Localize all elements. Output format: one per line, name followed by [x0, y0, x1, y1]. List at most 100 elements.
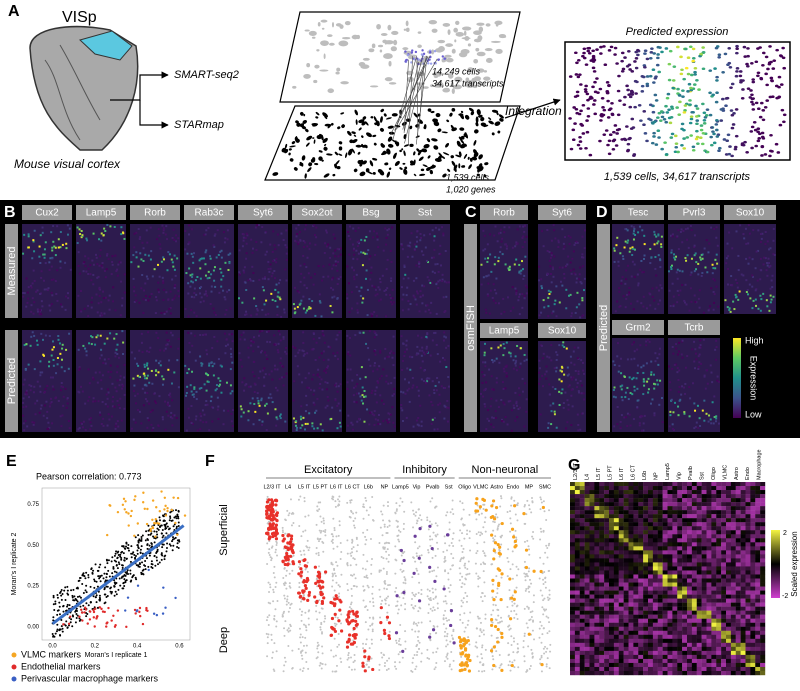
cell: [627, 265, 629, 267]
predicted-cell: [727, 153, 731, 156]
scatter-point: [107, 586, 109, 588]
cell: [698, 366, 700, 368]
cell: [702, 410, 704, 412]
predicted-cell: [638, 104, 642, 107]
cell-dot: [283, 611, 285, 613]
cell: [296, 233, 298, 235]
cell: [653, 412, 655, 414]
legend-label: Perivascular macrophage markers: [21, 673, 159, 683]
predicted-cell: [625, 125, 629, 128]
cell: [55, 280, 57, 282]
cell: [685, 284, 687, 286]
scatter-point: [98, 566, 100, 568]
cell: [386, 229, 388, 231]
cell: [95, 293, 97, 295]
cell: [669, 425, 671, 427]
cell: [217, 409, 219, 411]
scatter-point: [123, 552, 125, 554]
cell: [227, 269, 229, 271]
cell-dot: [282, 560, 285, 563]
cell: [484, 343, 486, 345]
cell: [58, 247, 60, 249]
predicted-cell: [732, 123, 736, 126]
scatter-point: [156, 534, 158, 536]
cell: [484, 235, 486, 237]
scatter-point: [65, 625, 67, 627]
cell: [91, 343, 93, 345]
cell-blob: [320, 40, 329, 46]
cell: [567, 367, 569, 369]
cell-blob: [407, 54, 409, 56]
cell: [243, 240, 245, 242]
cell: [156, 238, 158, 240]
cell: [422, 254, 424, 256]
cell: [151, 383, 153, 385]
cell-dot: [303, 667, 305, 669]
predicted-cell: [671, 133, 675, 136]
cell: [712, 264, 714, 266]
cell: [215, 389, 217, 391]
cell: [383, 290, 385, 292]
cell: [84, 308, 86, 310]
cell: [514, 420, 516, 422]
cell: [417, 335, 419, 337]
cell: [372, 370, 374, 372]
cell: [323, 370, 325, 372]
cell: [356, 401, 358, 403]
cell: [207, 227, 209, 229]
cell: [339, 422, 341, 424]
cell: [280, 357, 282, 359]
cell: [376, 232, 378, 234]
scatter-point: [127, 547, 129, 549]
cell-blob: [437, 59, 439, 61]
cell-dot: [323, 522, 325, 524]
scatter-point: [137, 546, 139, 548]
cell: [613, 247, 615, 249]
cell: [512, 286, 514, 288]
scatter-point: [97, 575, 99, 577]
cell: [223, 423, 225, 425]
cell: [703, 312, 705, 314]
cell: [261, 330, 263, 332]
cell: [184, 230, 186, 232]
predicted-cell: [592, 103, 596, 106]
cell: [416, 420, 418, 422]
cell: [111, 255, 113, 257]
cell: [106, 394, 108, 396]
cell-dot: [282, 614, 284, 616]
cell: [394, 377, 396, 379]
cell-dot: [304, 637, 306, 639]
cell: [672, 305, 674, 307]
cell: [727, 243, 729, 245]
predicted-cell: [734, 146, 738, 149]
cell: [428, 279, 430, 281]
cell: [682, 230, 684, 232]
cell: [767, 240, 769, 242]
cell: [423, 380, 425, 382]
cell: [347, 381, 349, 383]
cell: [100, 312, 102, 314]
predicted-cell: [764, 153, 768, 156]
cell: [480, 393, 482, 395]
cell: [693, 361, 695, 363]
cell: [109, 225, 111, 227]
cell: [495, 278, 497, 280]
predicted-cell: [780, 55, 784, 58]
cell: [171, 424, 173, 426]
scatter-point: [103, 573, 105, 575]
scatter-point: [105, 576, 107, 578]
cell: [134, 395, 136, 397]
cell: [245, 383, 247, 385]
cell: [443, 296, 445, 298]
cell-dot: [321, 521, 323, 523]
cell-dot: [289, 555, 292, 558]
predicted-cell: [607, 84, 611, 87]
cell: [39, 374, 41, 376]
cell: [393, 336, 395, 338]
cell: [633, 418, 635, 420]
predicted-cell: [660, 51, 664, 54]
cell: [30, 389, 32, 391]
predicted-cell: [629, 96, 633, 99]
cell: [634, 276, 636, 278]
cell: [265, 300, 267, 302]
